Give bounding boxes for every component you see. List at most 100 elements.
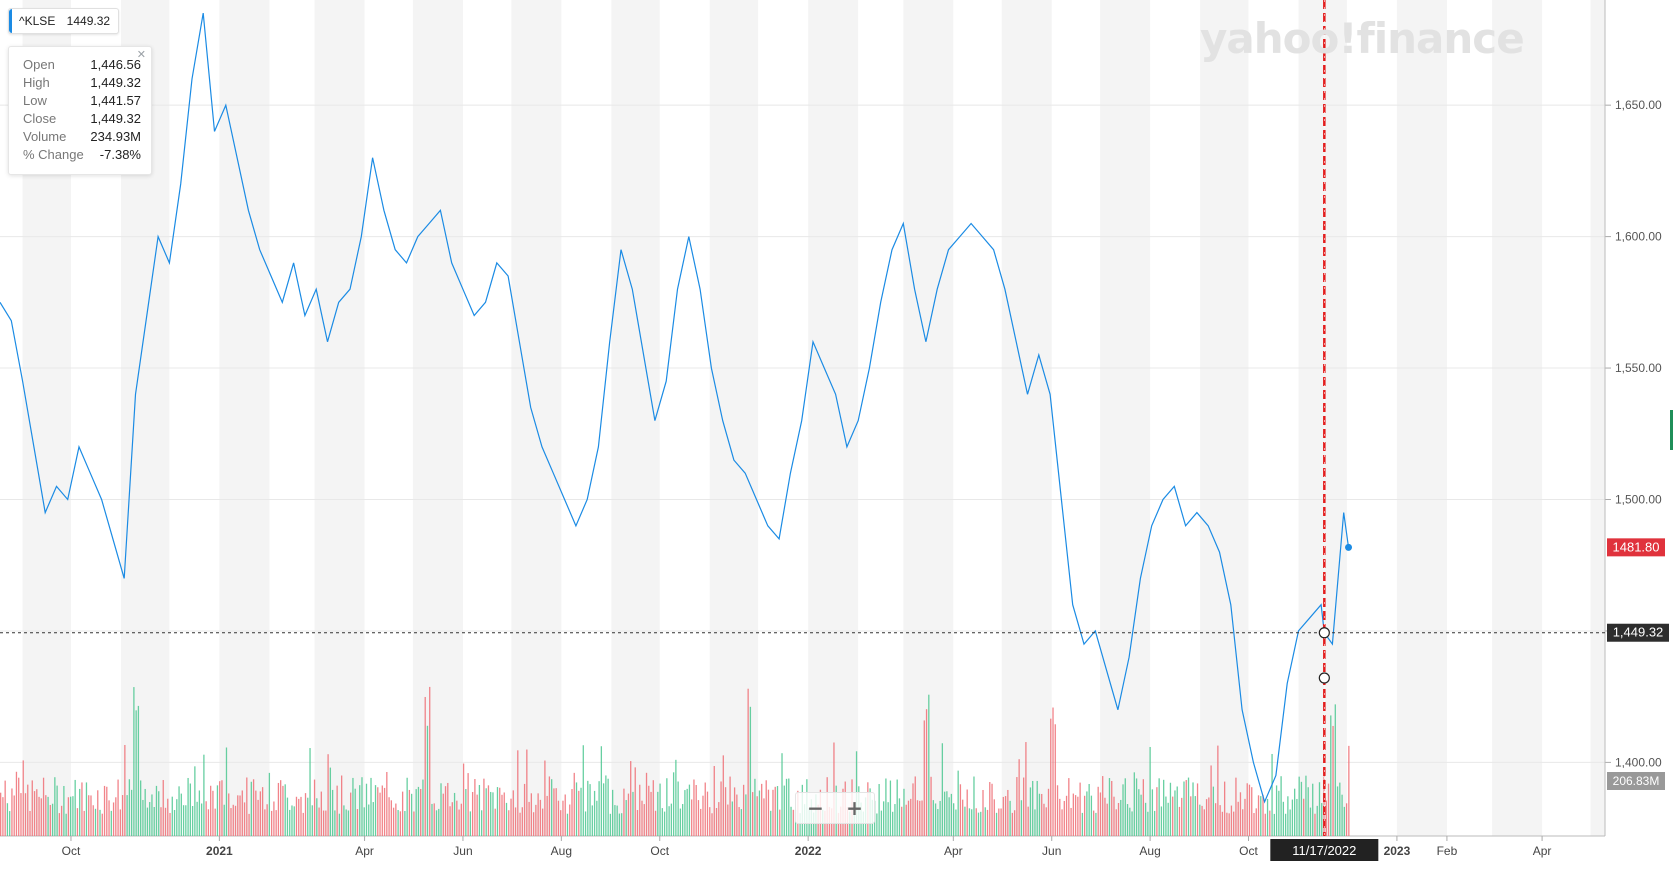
volume-bar [1237,801,1239,836]
volume-bar [424,696,426,836]
volume-bar [189,783,191,836]
volume-bar [316,798,318,836]
volume-bar [307,797,309,836]
volume-bar [440,783,442,836]
zoom-in-button[interactable]: + [835,793,874,823]
volume-bar [541,808,544,836]
volume-bar [932,800,934,836]
volume-bar [779,809,781,836]
volume-bar [359,785,361,836]
close-icon[interactable]: ✕ [136,49,146,61]
volume-bar [76,808,79,836]
volume-bar [657,791,659,836]
symbol-badge[interactable]: ^KLSE 1449.32 [8,8,120,34]
volume-bar [627,793,630,836]
volume-bar [302,812,304,836]
volume-bar [309,748,311,836]
volume-bar [49,805,51,836]
volume-bar [1126,804,1129,836]
volume-bar [630,761,632,836]
volume-bar [205,801,207,836]
volume-bar [447,782,449,836]
volume-bar [248,813,250,836]
x-tick-label: Aug [551,844,572,858]
x-tick-label: Apr [355,844,374,858]
volume-bar [24,793,27,836]
volume-bar [257,799,259,836]
volume-bar [27,784,29,836]
volume-bar [562,800,564,836]
volume-bar [121,795,124,836]
volume-bar [1129,807,1131,836]
volume-bar [356,809,359,836]
tooltip-row-volume: Volume 234.93M [23,128,141,146]
volume-bar [1104,797,1106,836]
volume-bar [291,805,293,836]
volume-bar [270,810,273,836]
volume-bar [144,788,146,836]
volume-bar [51,803,54,836]
volume-bar [18,777,20,836]
volume-bar [1011,812,1014,836]
volume-bar [774,786,776,836]
volume-bar [1221,811,1224,836]
volume-bar [334,810,336,836]
volume-bar [1018,759,1020,836]
volume-bar [517,750,519,836]
volume-bar [733,787,736,836]
month-band [1200,0,1249,836]
volume-bar [417,786,420,836]
volume-bar [1298,776,1300,836]
volume-bar [239,795,241,836]
volume-bar [749,706,752,836]
volume-bar [124,744,126,836]
edge-handle [1670,410,1673,450]
zoom-out-button[interactable]: − [796,793,835,823]
volume-bar [986,809,989,836]
volume-bar [650,791,652,836]
volume-bar [1163,779,1165,836]
volume-bar [919,800,921,836]
symbol-price: 1449.32 [66,14,111,28]
volume-bar [1305,775,1307,836]
volume-bar [1226,812,1228,836]
volume-bar [720,781,722,836]
volume-bar [210,785,212,836]
volume-bar [399,811,402,836]
volume-bar [130,789,133,836]
volume-bar [1284,813,1287,836]
volume-bar [449,806,451,836]
volume-bar [1287,796,1289,836]
volume-bar [1228,813,1230,836]
volume-bar [1332,725,1334,836]
volume-bar [203,754,205,836]
volume-bar [237,795,239,836]
x-tick-label: Oct [650,844,669,858]
volume-bar [914,776,916,836]
volume-bar [1201,805,1203,836]
volume-bar [727,804,729,836]
volume-bar [266,804,268,836]
volume-bar [74,779,76,836]
volume-bar [1165,796,1167,836]
volume-bar [596,800,598,836]
volume-bar [350,792,352,836]
tooltip-value: -7.38% [99,147,141,162]
volume-bar [984,807,986,836]
volume-bar [530,793,532,836]
volume-bar [941,743,944,836]
volume-bar [605,775,607,836]
volume-bar [225,747,228,836]
volume-bar [368,804,370,836]
volume-bar [551,779,553,836]
volume-bar [697,800,700,836]
volume-bar [83,810,85,836]
volume-bar [625,800,627,836]
volume-bar [514,807,517,836]
volume-bar [1214,803,1217,836]
volume-bar [598,781,600,836]
volume-bar [763,798,765,836]
volume-bar [582,745,584,836]
